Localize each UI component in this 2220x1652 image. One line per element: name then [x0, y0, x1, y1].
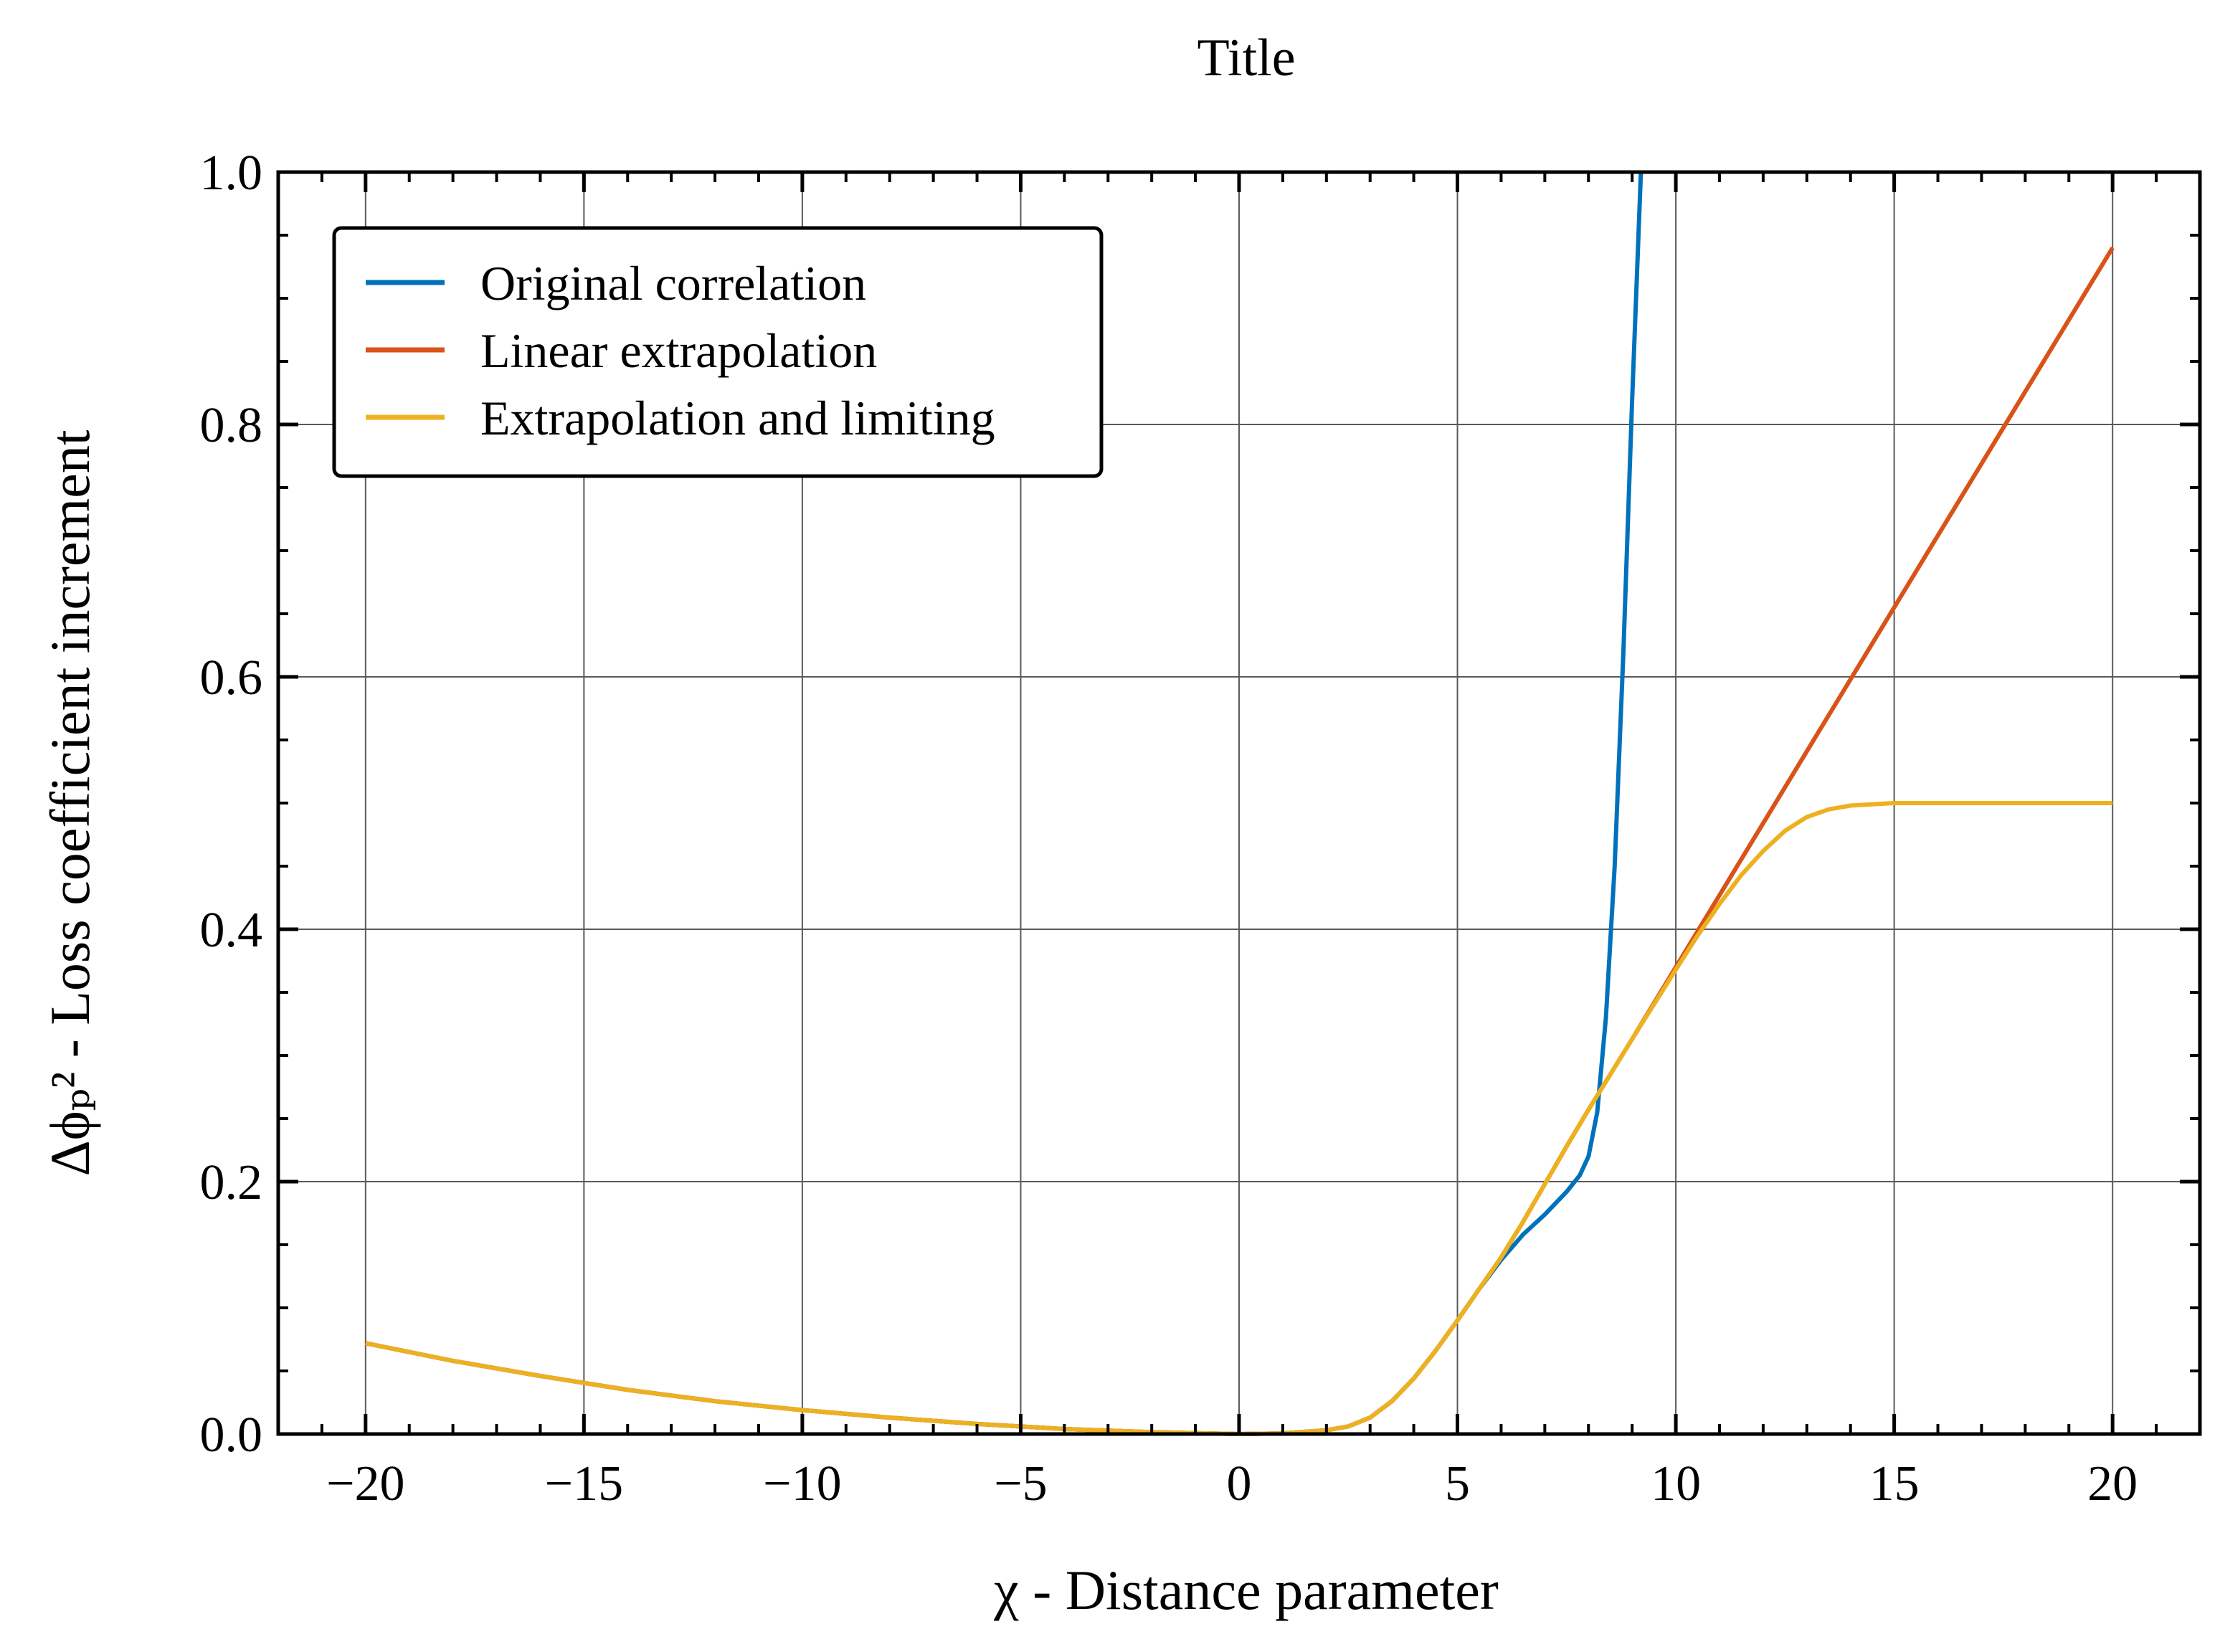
y-tick-label: 0.2	[200, 1155, 263, 1210]
legend-label-original: Original correlation	[480, 256, 866, 310]
x-tick-label: −5	[994, 1456, 1047, 1511]
y-axis-label: Δϕₚ² - Loss coefficient increment	[39, 429, 101, 1176]
legend-label-limiting: Extrapolation and limiting	[480, 391, 995, 445]
x-tick-label: 15	[1869, 1456, 1920, 1511]
series-layer	[365, 171, 2115, 1436]
x-tick-label: 10	[1651, 1456, 1701, 1511]
legend-label-linear: Linear extrapolation	[480, 323, 877, 378]
x-tick-label: −10	[763, 1456, 841, 1511]
x-tick-label: 5	[1445, 1456, 1470, 1511]
x-axis-label: χ - Distance parameter	[993, 1559, 1499, 1621]
x-tick-label: −20	[326, 1456, 404, 1511]
series-line-limiting	[365, 801, 2113, 1436]
plot-frame	[276, 170, 2202, 1436]
legend: Original correlation Linear extrapolatio…	[332, 226, 1104, 478]
x-tick-label: 20	[2087, 1456, 2138, 1511]
x-tick-label: 0	[1227, 1456, 1252, 1511]
x-tick-label: −15	[545, 1456, 623, 1511]
chart-title: Title	[1197, 29, 1295, 87]
y-tick-label: 0.8	[200, 398, 263, 453]
y-tick-label: 0.0	[200, 1407, 263, 1463]
y-tick-label: 0.4	[200, 903, 263, 958]
legend-box	[332, 226, 1104, 478]
y-tick-label: 1.0	[200, 146, 263, 201]
tick-labels: −20 −15 −10 −5 0 5 10 15 20 0.0 0.2 0.4 0.6 0.8 1.0	[200, 146, 2138, 1511]
y-tick-label: 0.6	[200, 650, 263, 706]
